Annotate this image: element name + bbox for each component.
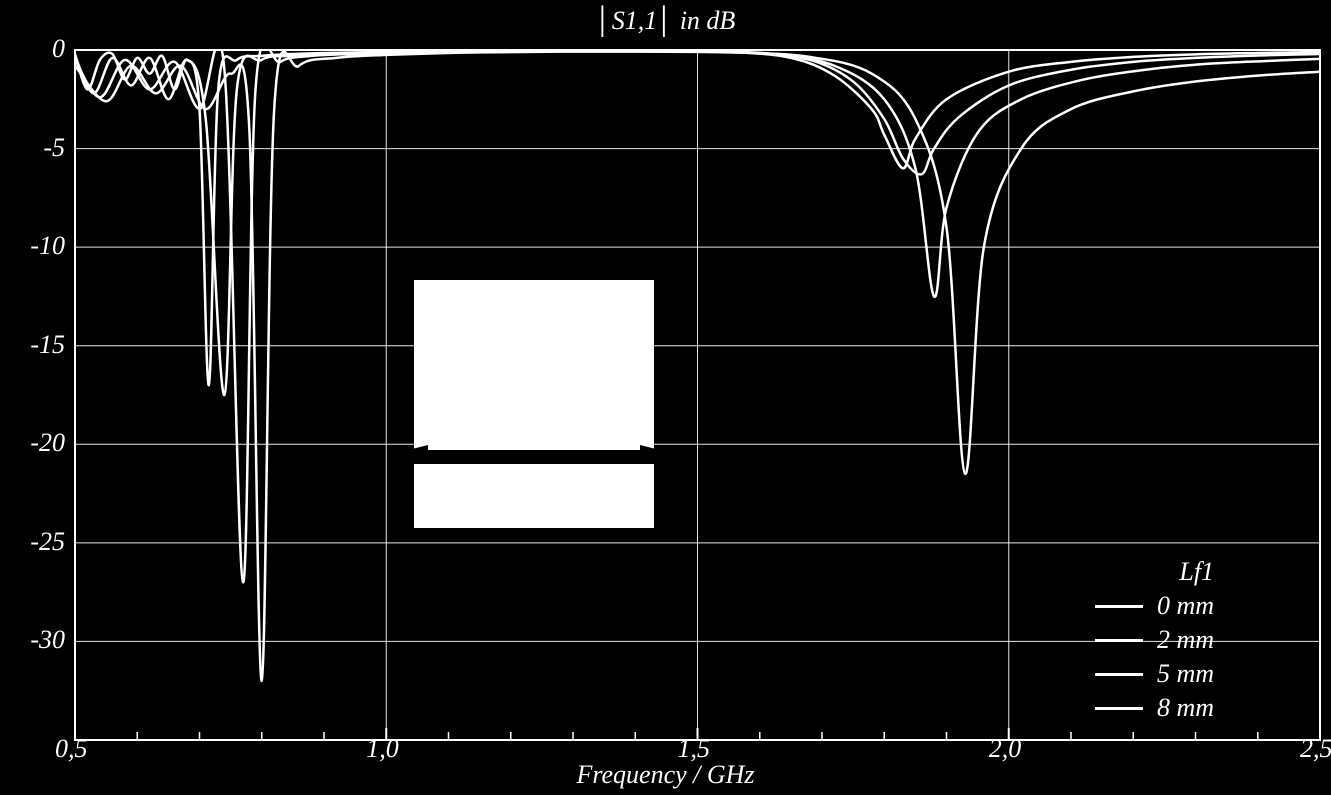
legend-row: 8 mm [1095, 691, 1214, 725]
y-tick-label: -5 [43, 133, 65, 163]
x-tick-label: 0,5 [55, 734, 88, 764]
y-tick-label: -30 [30, 625, 65, 655]
legend: Lf1 0 mm 2 mm 5 mm 8 mm [1095, 557, 1214, 725]
legend-row: 5 mm [1095, 657, 1214, 691]
legend-items: 0 mm 2 mm 5 mm 8 mm [1095, 589, 1214, 725]
x-tick-label: 2,0 [989, 734, 1022, 764]
y-tick-label: -20 [30, 428, 65, 458]
x-tick-label: 1,0 [366, 734, 399, 764]
y-tick-label: -25 [30, 527, 65, 557]
y-tick-label: -15 [30, 330, 65, 360]
legend-label: 2 mm [1157, 625, 1214, 655]
legend-swatch [1095, 605, 1143, 608]
s11-chart: │S1,1│ in dB Frequency / GHz 0-5-10-15-2… [0, 0, 1331, 795]
x-tick-label: 1,5 [678, 734, 711, 764]
legend-swatch [1095, 707, 1143, 710]
legend-swatch [1095, 639, 1143, 642]
legend-label: 8 mm [1157, 693, 1214, 723]
legend-swatch [1095, 673, 1143, 676]
x-axis-label: Frequency / GHz [0, 760, 1331, 790]
x-axis-label-text: Frequency / GHz [576, 760, 754, 789]
legend-title: Lf1 [1179, 557, 1214, 586]
legend-label: 5 mm [1157, 659, 1214, 689]
legend-row: 2 mm [1095, 623, 1214, 657]
y-tick-label: 0 [52, 34, 65, 64]
legend-label: 0 mm [1157, 591, 1214, 621]
x-tick-label: 2,5 [1300, 734, 1331, 764]
y-tick-label: -10 [30, 231, 65, 261]
legend-row: 0 mm [1095, 589, 1214, 623]
